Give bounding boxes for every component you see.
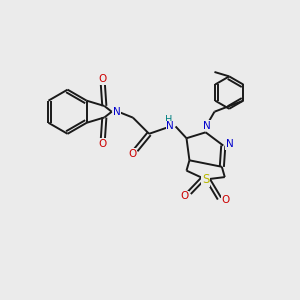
Text: O: O <box>99 139 107 149</box>
Text: N: N <box>226 139 234 149</box>
Text: O: O <box>221 195 230 205</box>
Text: O: O <box>128 148 136 158</box>
Text: N: N <box>167 122 174 131</box>
Text: O: O <box>180 191 188 201</box>
Text: H: H <box>165 115 172 125</box>
Text: N: N <box>202 121 210 131</box>
Text: N: N <box>113 107 121 117</box>
Text: O: O <box>99 74 107 85</box>
Text: S: S <box>202 173 209 186</box>
